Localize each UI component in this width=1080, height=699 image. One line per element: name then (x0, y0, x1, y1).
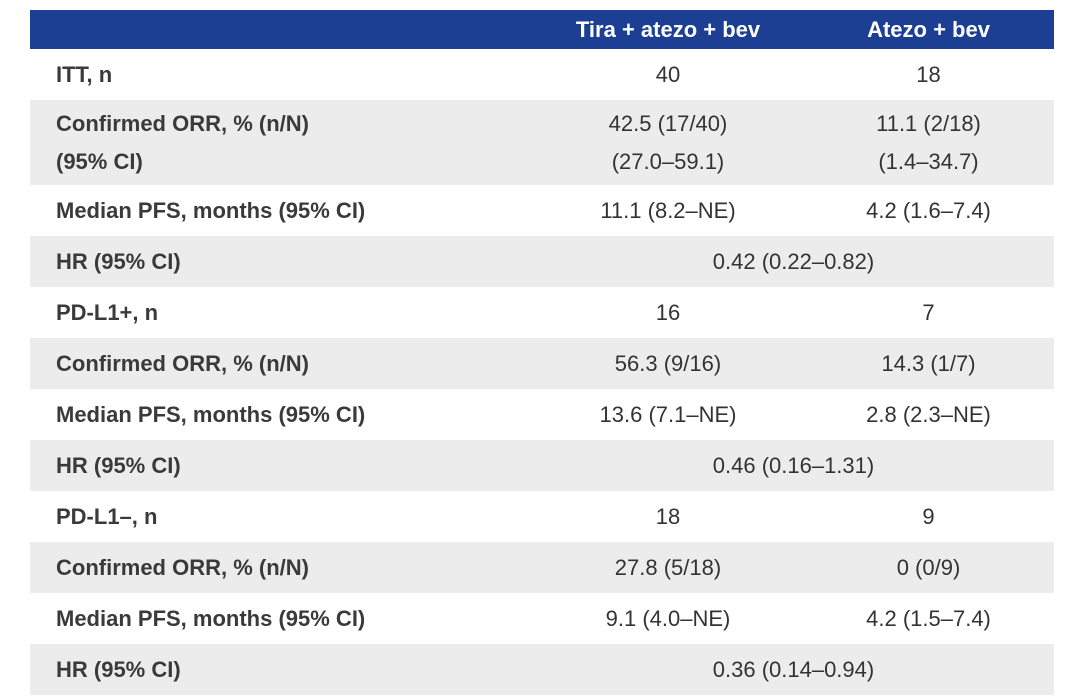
row-label: Confirmed ORR, % (n/N) (95% CI) (30, 100, 533, 185)
table-row: Median PFS, months (95% CI) 11.1 (8.2–NE… (30, 185, 1054, 236)
cell-atezo-bev: 11.1 (2/18) (1.4–34.7) (803, 100, 1054, 185)
cell-tira-atezo-bev: 11.1 (8.2–NE) (600, 197, 736, 223)
table-row: Median PFS, months (95% CI) 13.6 (7.1–NE… (30, 389, 1054, 440)
cell-line: (1.4–34.7) (878, 148, 979, 174)
cell-hazard-ratio: 0.46 (0.16–1.31) (533, 440, 1054, 491)
row-label: Median PFS, months (95% CI) (56, 401, 366, 427)
header-atezo-bev: Atezo + bev (803, 10, 1054, 49)
cell-atezo-bev: 2.8 (2.3–NE) (866, 401, 991, 427)
cell-tira-atezo-bev: 56.3 (9/16) (533, 338, 803, 389)
table-row: PD-L1+, n 16 7 (30, 287, 1054, 338)
cell-tira-atezo-bev: 16 (655, 299, 681, 325)
row-label: HR (95% CI) (30, 644, 533, 695)
cell-atezo-bev: 4.2 (1.5–7.4) (866, 605, 991, 631)
row-label: HR (95% CI) (30, 440, 533, 491)
cell-atezo-bev: 14.3 (1/7) (803, 338, 1054, 389)
cell-tira-atezo-bev: 40 (655, 61, 681, 87)
cell-tira-atezo-bev: 18 (655, 503, 681, 529)
cell-atezo-bev: 9 (922, 503, 935, 529)
cell-atezo-bev: 18 (916, 61, 941, 87)
cell-atezo-bev: 4.2 (1.6–7.4) (866, 197, 991, 223)
table-row: PD-L1–, n 18 9 (30, 491, 1054, 542)
row-label: Confirmed ORR, % (n/N) (30, 542, 533, 593)
cell-tira-atezo-bev: 27.8 (5/18) (533, 542, 803, 593)
table-row: HR (95% CI) 0.42 (0.22–0.82) (30, 236, 1054, 287)
cell-hazard-ratio: 0.42 (0.22–0.82) (533, 236, 1054, 287)
row-label-line: (95% CI) (56, 148, 143, 174)
row-label: PD-L1–, n (56, 503, 158, 529)
row-label: PD-L1+, n (56, 299, 159, 325)
header-tira-atezo-bev: Tira + atezo + bev (533, 10, 803, 49)
results-table: Tira + atezo + bev Atezo + bev ITT, n 40… (30, 10, 1054, 695)
table-row: Confirmed ORR, % (n/N) 27.8 (5/18) 0 (0/… (30, 542, 1054, 593)
cell-atezo-bev: 7 (922, 299, 935, 325)
cell-line: 42.5 (17/40) (608, 110, 728, 136)
table-row: Confirmed ORR, % (n/N) (95% CI) 42.5 (17… (30, 100, 1054, 185)
cell-tira-atezo-bev: 9.1 (4.0–NE) (605, 605, 731, 631)
table-row: Confirmed ORR, % (n/N) 56.3 (9/16) 14.3 … (30, 338, 1054, 389)
row-label: Confirmed ORR, % (n/N) (30, 338, 533, 389)
table-row: ITT, n 40 18 (30, 49, 1054, 100)
cell-hazard-ratio: 0.36 (0.14–0.94) (533, 644, 1054, 695)
table-header: Tira + atezo + bev Atezo + bev (30, 10, 1054, 49)
row-label: Median PFS, months (95% CI) (56, 197, 366, 223)
header-row: Tira + atezo + bev Atezo + bev (30, 10, 1054, 49)
cell-line: (27.0–59.1) (611, 148, 725, 174)
table-row: HR (95% CI) 0.46 (0.16–1.31) (30, 440, 1054, 491)
cell-line: 11.1 (2/18) (876, 110, 981, 136)
table-row: Median PFS, months (95% CI) 9.1 (4.0–NE)… (30, 593, 1054, 644)
cell-tira-atezo-bev: 42.5 (17/40) (27.0–59.1) (533, 100, 803, 185)
row-label: HR (95% CI) (30, 236, 533, 287)
row-label: ITT, n (56, 61, 113, 87)
header-label-cell (30, 10, 533, 49)
row-label-line: Confirmed ORR, % (n/N) (56, 110, 309, 136)
row-label: Median PFS, months (95% CI) (56, 605, 366, 631)
cell-tira-atezo-bev: 13.6 (7.1–NE) (599, 401, 737, 427)
table-row: HR (95% CI) 0.36 (0.14–0.94) (30, 644, 1054, 695)
cell-atezo-bev: 0 (0/9) (803, 542, 1054, 593)
